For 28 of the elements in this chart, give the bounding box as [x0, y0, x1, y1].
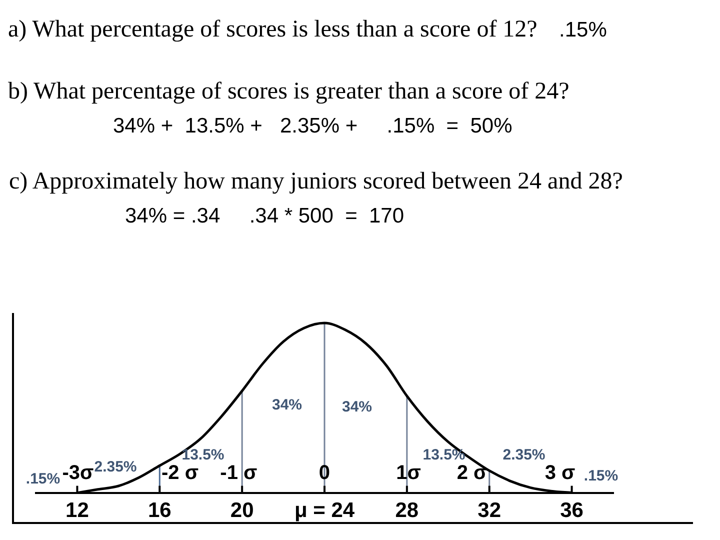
text: c) Approximately how many juniors scored between 24 and 28? [9, 168, 623, 196]
annotation: 3 σ [544, 462, 576, 484]
annotation: 1σ [396, 462, 421, 484]
annotation: 34% [342, 398, 372, 416]
annotation: 2.35% [94, 458, 137, 476]
annotation: 13.5% [422, 446, 466, 464]
text: b) What percentage of scores is greater than a score of 24? [8, 78, 570, 106]
annotation: 0 [318, 462, 330, 484]
annotation: .15% [584, 468, 618, 484]
x-tick-label: 12 [66, 499, 89, 522]
x-tick-label: 16 [148, 499, 172, 522]
x-tick-label: 36 [560, 499, 584, 522]
x-tick-label: μ = 24 [294, 499, 355, 522]
annotation: -1 σ [220, 462, 258, 484]
x-tick-label: 28 [395, 499, 419, 522]
annotation: 34% [272, 396, 302, 414]
text: a) What percentage of scores is less than a score of 12? [8, 16, 538, 44]
annotation: -2 σ [161, 462, 199, 484]
annotation: 13.5% [182, 446, 224, 464]
text: .15% [559, 17, 607, 43]
annotation: .15% [26, 470, 60, 488]
x-tick-label: 32 [478, 499, 502, 522]
annotation: 2.35% [502, 446, 546, 464]
text: 34% + 13.5% + 2.35% + .15% = 50% [113, 113, 512, 139]
annotation: -3σ [62, 462, 94, 484]
x-tick-label: 20 [230, 499, 254, 522]
text: 34% = .34 .34 * 500 = 170 [125, 203, 404, 229]
annotation: 2 σ [456, 462, 488, 484]
